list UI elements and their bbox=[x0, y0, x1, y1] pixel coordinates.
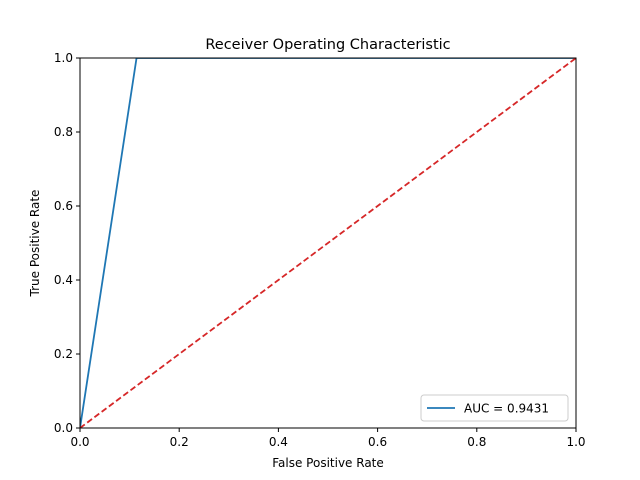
y-axis-ticks: 0.0 0.2 0.4 0.6 0.8 1.0 bbox=[54, 51, 80, 435]
series-line-1 bbox=[80, 58, 576, 428]
y-tick-label: 1.0 bbox=[54, 51, 73, 65]
x-tick-label: 0.0 bbox=[70, 435, 89, 449]
y-tick-label: 0.2 bbox=[54, 347, 73, 361]
legend: AUC = 0.9431 bbox=[420, 394, 569, 422]
x-axis-label: False Positive Rate bbox=[272, 456, 384, 470]
x-tick-label: 0.4 bbox=[269, 435, 288, 449]
x-tick-label: 1.0 bbox=[566, 435, 585, 449]
series-line-2 bbox=[80, 58, 576, 428]
y-tick-label: 0.6 bbox=[54, 199, 73, 213]
y-tick-label: 0.0 bbox=[54, 421, 73, 435]
x-tick-label: 0.2 bbox=[170, 435, 189, 449]
chart-title: Receiver Operating Characteristic bbox=[205, 37, 450, 53]
y-axis-label: True Positive Rate bbox=[28, 190, 42, 298]
x-tick-label: 0.6 bbox=[368, 435, 387, 449]
x-tick-label: 0.8 bbox=[467, 435, 486, 449]
legend-entry-series-1: AUC = 0.9431 bbox=[464, 402, 549, 416]
legend-box bbox=[420, 394, 569, 422]
series-layer bbox=[80, 58, 576, 428]
y-tick-label: 0.8 bbox=[54, 125, 73, 139]
plot-area bbox=[80, 58, 576, 428]
plot-frame bbox=[79, 57, 577, 429]
x-axis-ticks: 0.0 0.2 0.4 0.6 0.8 1.0 bbox=[70, 428, 586, 449]
y-tick-label: 0.4 bbox=[54, 273, 73, 287]
